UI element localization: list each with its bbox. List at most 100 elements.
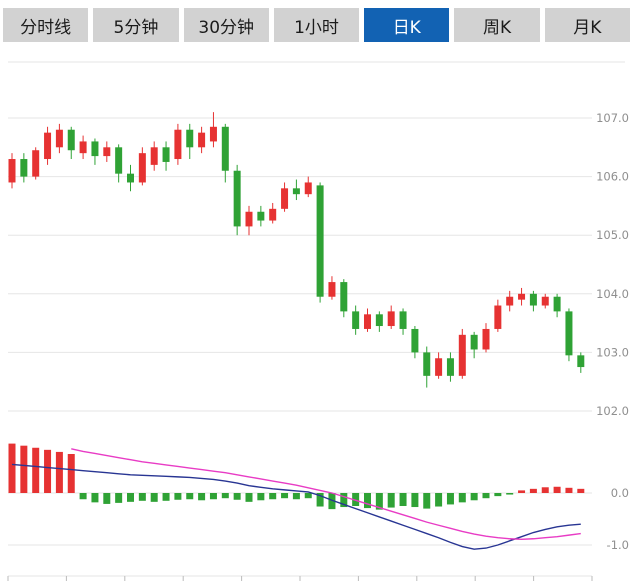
candle-body <box>518 293 526 300</box>
candle-body <box>565 311 573 356</box>
candle-body <box>79 141 87 154</box>
tab-daily-k[interactable]: 日K <box>364 8 450 42</box>
macd-histogram-bar <box>162 493 170 501</box>
candle-body <box>67 129 75 151</box>
macd-histogram-bar <box>529 488 537 493</box>
macd-histogram-bar <box>44 449 52 493</box>
candle-body <box>506 296 514 306</box>
candle-body <box>138 153 146 183</box>
candle-body <box>245 211 253 227</box>
candle-body <box>494 305 502 329</box>
macd-histogram-bar <box>150 493 158 502</box>
candle-body <box>352 311 360 329</box>
price-axis-label: 104.0 <box>596 287 629 301</box>
candle-body <box>364 314 371 329</box>
macd-histogram-bar <box>304 493 312 499</box>
macd-histogram-bar <box>103 493 111 504</box>
price-axis-label: 107.0 <box>596 111 629 125</box>
candle-body <box>304 182 312 195</box>
macd-histogram-bar <box>387 493 395 508</box>
macd-histogram-bar <box>518 490 526 493</box>
candle-body <box>577 355 585 368</box>
candle-body <box>458 334 466 376</box>
candle-body <box>553 296 561 312</box>
tab-5min[interactable]: 5分钟 <box>93 8 179 42</box>
candle-body <box>399 311 407 329</box>
macd-histogram-bar <box>411 493 419 508</box>
candle-body <box>209 126 217 142</box>
macd-histogram-bar <box>364 493 371 509</box>
macd-histogram-bar <box>446 493 454 505</box>
candle-body <box>328 282 336 297</box>
macd-histogram-bar <box>328 493 336 510</box>
candle-body <box>8 159 16 183</box>
macd-histogram-bar <box>138 493 146 501</box>
candle-body <box>233 170 241 227</box>
candle-body <box>198 132 206 148</box>
macd-histogram-bar <box>257 493 265 501</box>
macd-histogram-bar <box>32 447 40 493</box>
candle-body <box>32 150 40 177</box>
candle-body <box>529 293 537 306</box>
price-axis-label: 106.0 <box>596 170 629 184</box>
macd-histogram-bar <box>233 493 241 500</box>
candle-body <box>470 334 478 350</box>
macd-histogram-bar <box>91 493 99 503</box>
price-axis-label: 103.0 <box>596 345 629 359</box>
tab-weekly-k[interactable]: 周K <box>454 8 540 42</box>
candle-body <box>387 311 395 327</box>
macd-histogram-bar <box>269 493 277 500</box>
candle-body <box>174 129 182 160</box>
tab-monthly-k[interactable]: 月K <box>544 8 630 42</box>
candle-body <box>127 173 134 183</box>
tab-30min[interactable]: 30分钟 <box>183 8 269 42</box>
candle-body <box>435 358 443 376</box>
candle-body <box>541 296 549 306</box>
macd-histogram-bar <box>423 493 431 509</box>
candle-body <box>257 211 265 221</box>
macd-histogram-bar <box>352 493 360 506</box>
candle-body <box>115 147 123 174</box>
dif-line <box>11 463 581 550</box>
macd-histogram-bar <box>316 493 324 507</box>
candle-body <box>150 147 158 165</box>
candle-body <box>162 147 170 162</box>
macd-histogram-bar <box>375 493 383 510</box>
macd-histogram-bar <box>482 493 490 499</box>
interval-tabbar: 分时线 5分钟 30分钟 1小时 日K 周K 月K <box>0 0 633 42</box>
macd-histogram-bar <box>8 443 16 493</box>
tab-timeline[interactable]: 分时线 <box>3 8 89 42</box>
macd-histogram-bar <box>55 451 63 493</box>
macd-histogram-bar <box>470 493 478 501</box>
candle-body <box>446 358 454 376</box>
candle-body <box>91 141 99 157</box>
candle-body <box>292 188 300 195</box>
macd-histogram-bar <box>541 487 549 493</box>
macd-histogram-bar <box>209 493 217 500</box>
candle-body <box>411 328 419 353</box>
macd-histogram-bar <box>245 493 253 502</box>
macd-histogram-bar <box>198 493 206 501</box>
macd-histogram-bar <box>127 493 134 502</box>
candle-body <box>281 188 289 209</box>
candle-body <box>482 328 490 350</box>
candle-body <box>20 159 28 177</box>
candle-body <box>316 185 324 297</box>
candlestick-macd-svg[interactable]: 107.0 106.0 105.0 104.0 103.0 102.0 0.0 -1.0 <box>0 42 633 582</box>
macd-histogram-bar <box>20 445 28 493</box>
macd-histogram-bar <box>174 493 182 500</box>
macd-histogram-bar <box>553 486 561 493</box>
macd-axis-label: 0.0 <box>611 486 629 500</box>
macd-histogram-bar <box>221 493 229 499</box>
candle-body <box>221 126 229 171</box>
macd-histogram-bar <box>186 493 194 500</box>
dea-line <box>71 448 581 540</box>
macd-histogram-bar <box>399 493 407 506</box>
macd-histogram-bar <box>292 493 300 500</box>
macd-histogram-bar <box>435 493 443 507</box>
chart-area[interactable]: 107.0 106.0 105.0 104.0 103.0 102.0 0.0 -1.0 <box>0 42 633 582</box>
tab-1hour[interactable]: 1小时 <box>273 8 360 42</box>
candle-body <box>423 352 431 376</box>
macd-histogram-bar <box>565 487 573 493</box>
